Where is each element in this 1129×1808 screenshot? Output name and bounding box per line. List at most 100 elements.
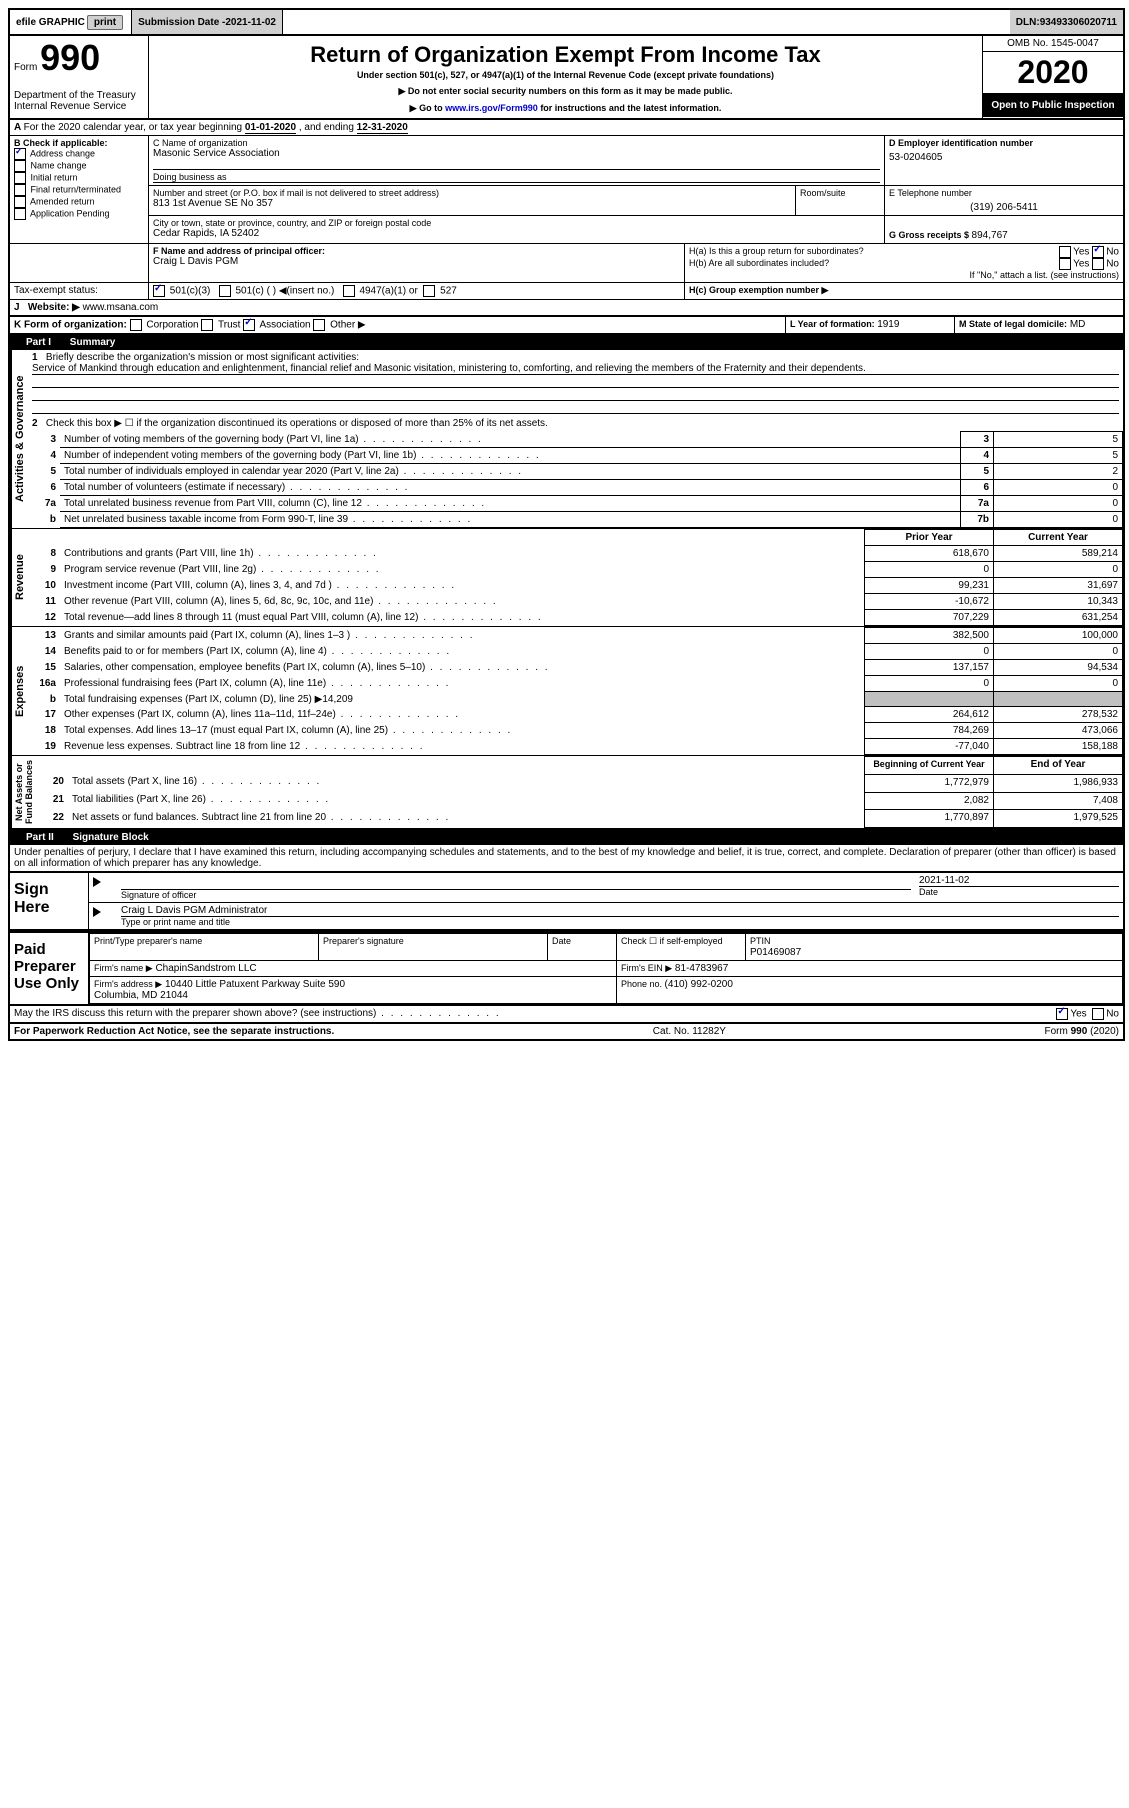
subtitle-2: ▶ Do not enter social security numbers o… (153, 86, 978, 97)
subtitle-3-pre: ▶ Go to (410, 103, 445, 113)
trust-checkbox[interactable] (201, 319, 213, 331)
revenue-section: Revenue Prior YearCurrent Year8Contribut… (10, 528, 1123, 626)
expenses-table: 13Grants and similar amounts paid (Part … (28, 627, 1123, 755)
assoc-checkbox[interactable] (243, 319, 255, 331)
501c3-checkbox[interactable] (153, 285, 165, 297)
boxb-checkbox[interactable] (14, 208, 26, 220)
website-label: Website: ▶ (28, 302, 80, 313)
boxb-checkbox[interactable] (14, 160, 26, 172)
city-label: City or town, state or province, country… (153, 218, 880, 228)
firm-phone: (410) 992-0200 (665, 979, 733, 990)
box-e-label: E Telephone number (889, 188, 1119, 198)
year-formation: 1919 (877, 319, 899, 330)
discuss-text: May the IRS discuss this return with the… (14, 1008, 376, 1019)
entity-block: B Check if applicable: Address change Na… (10, 136, 1123, 244)
omb-number: OMB No. 1545-0047 (983, 36, 1123, 52)
ptin-value: P01469087 (750, 947, 801, 958)
501c-checkbox[interactable] (219, 285, 231, 297)
form-990-container: efile GRAPHIC print Submission Date - 20… (8, 8, 1125, 1041)
tax-year: 2020 (983, 52, 1123, 94)
domicile-state: MD (1070, 319, 1086, 330)
hb-note: If "No," attach a list. (see instruction… (689, 270, 1119, 280)
firm-ein-label: Firm's EIN ▶ (621, 963, 672, 973)
sign-here-label: Sign Here (10, 873, 89, 929)
part1-label: Part I (18, 335, 59, 350)
form-header: Form 990 Department of the Treasury Inte… (10, 36, 1123, 120)
firm-label: Firm's name ▶ (94, 963, 153, 973)
side-rev: Revenue (10, 529, 28, 626)
dept-label: Department of the Treasury Internal Reve… (14, 90, 144, 112)
ptin-label: PTIN (750, 936, 771, 946)
box-c-label: C Name of organization (153, 138, 880, 148)
boxb-checkbox[interactable] (14, 148, 26, 160)
arrow-icon (93, 877, 101, 887)
q2-text: Check this box ▶ ☐ if the organization d… (46, 418, 548, 429)
penalties-text: Under penalties of perjury, I declare th… (10, 845, 1123, 871)
hb-yes-checkbox[interactable] (1059, 258, 1071, 270)
ha-yes-checkbox[interactable] (1059, 246, 1071, 258)
part1-title: Summary (70, 337, 116, 348)
dln-value: 93493306020711 (1040, 17, 1117, 28)
website-value: www.msana.com (83, 302, 159, 313)
tax-exempt-label: Tax-exempt status: (14, 285, 98, 296)
footer: For Paperwork Reduction Act Notice, see … (10, 1024, 1123, 1039)
form-word: Form (14, 62, 37, 73)
room-label: Room/suite (800, 188, 880, 198)
firm-name: ChapinSandstrom LLC (155, 963, 256, 974)
line-a-begin: 01-01-2020 (245, 122, 296, 134)
summary-section: Activities & Governance 1 Briefly descri… (10, 350, 1123, 528)
discuss-row: May the IRS discuss this return with the… (10, 1006, 1123, 1024)
prep-date-label: Date (552, 936, 571, 946)
line-a: A For the 2020 calendar year, or tax yea… (10, 120, 1123, 136)
gross-receipts: 894,767 (972, 230, 1008, 241)
corp-checkbox[interactable] (130, 319, 142, 331)
subtitle-3-post: for instructions and the latest informat… (540, 103, 721, 113)
hb-no-checkbox[interactable] (1092, 258, 1104, 270)
hc-label: H(c) Group exemption number ▶ (689, 285, 828, 295)
527-checkbox[interactable] (423, 285, 435, 297)
expenses-section: Expenses 13Grants and similar amounts pa… (10, 626, 1123, 755)
org-name: Masonic Service Association (153, 148, 880, 159)
subtitle-1: Under section 501(c), 527, or 4947(a)(1)… (153, 70, 978, 80)
officer-block: F Name and address of principal officer:… (10, 244, 1123, 283)
ha-no-checkbox[interactable] (1092, 246, 1104, 258)
sig-name: Craig L Davis PGM Administrator (121, 905, 1119, 917)
side-exp: Expenses (10, 627, 28, 755)
other-checkbox[interactable] (313, 319, 325, 331)
subdate-value: 2021-11-02 (225, 17, 276, 28)
sig-date: 2021-11-02 (919, 875, 1119, 887)
part1-header: Part I Summary (10, 335, 1123, 350)
netassets-table: Beginning of Current YearEnd of Year20To… (36, 756, 1123, 828)
subdate-label: Submission Date - (138, 17, 225, 28)
city-value: Cedar Rapids, IA 52402 (153, 228, 880, 239)
side-ag: Activities & Governance (10, 350, 28, 528)
dba-label: Doing business as (153, 169, 880, 183)
ag-table: 3Number of voting members of the governi… (28, 431, 1123, 528)
cat-number: Cat. No. 11282Y (653, 1026, 726, 1037)
q1-text: Service of Mankind through education and… (32, 363, 1119, 375)
form-number: 990 (40, 37, 100, 78)
discuss-yes-checkbox[interactable] (1056, 1008, 1068, 1020)
revenue-table: Prior YearCurrent Year8Contributions and… (28, 529, 1123, 626)
line-a-text: For the 2020 calendar year, or tax year … (24, 122, 245, 133)
boxb-checkbox[interactable] (14, 172, 26, 184)
print-button[interactable]: print (87, 15, 123, 30)
phone-value: (319) 206-5411 (889, 202, 1119, 213)
q1-label: Briefly describe the organization's miss… (46, 352, 359, 363)
prep-check-label: Check ☐ if self-employed (621, 936, 723, 946)
4947-checkbox[interactable] (343, 285, 355, 297)
boxb-checkbox[interactable] (14, 196, 26, 208)
firm-ein: 81-4783967 (675, 963, 728, 974)
arrow-icon (93, 907, 101, 917)
form-title: Return of Organization Exempt From Incom… (153, 42, 978, 68)
prep-print-label: Print/Type preparer's name (94, 936, 202, 946)
part2-label: Part II (18, 830, 62, 845)
discuss-no-checkbox[interactable] (1092, 1008, 1104, 1020)
ein-value: 53-0204605 (889, 152, 1119, 163)
firm-addr-label: Firm's address ▶ (94, 979, 162, 989)
boxb-checkbox[interactable] (14, 184, 26, 196)
irs-link[interactable]: www.irs.gov/Form990 (445, 103, 538, 113)
sig-name-label: Type or print name and title (121, 917, 1119, 927)
firm-phone-label: Phone no. (621, 979, 665, 989)
ha-label: H(a) Is this a group return for subordin… (689, 246, 864, 258)
